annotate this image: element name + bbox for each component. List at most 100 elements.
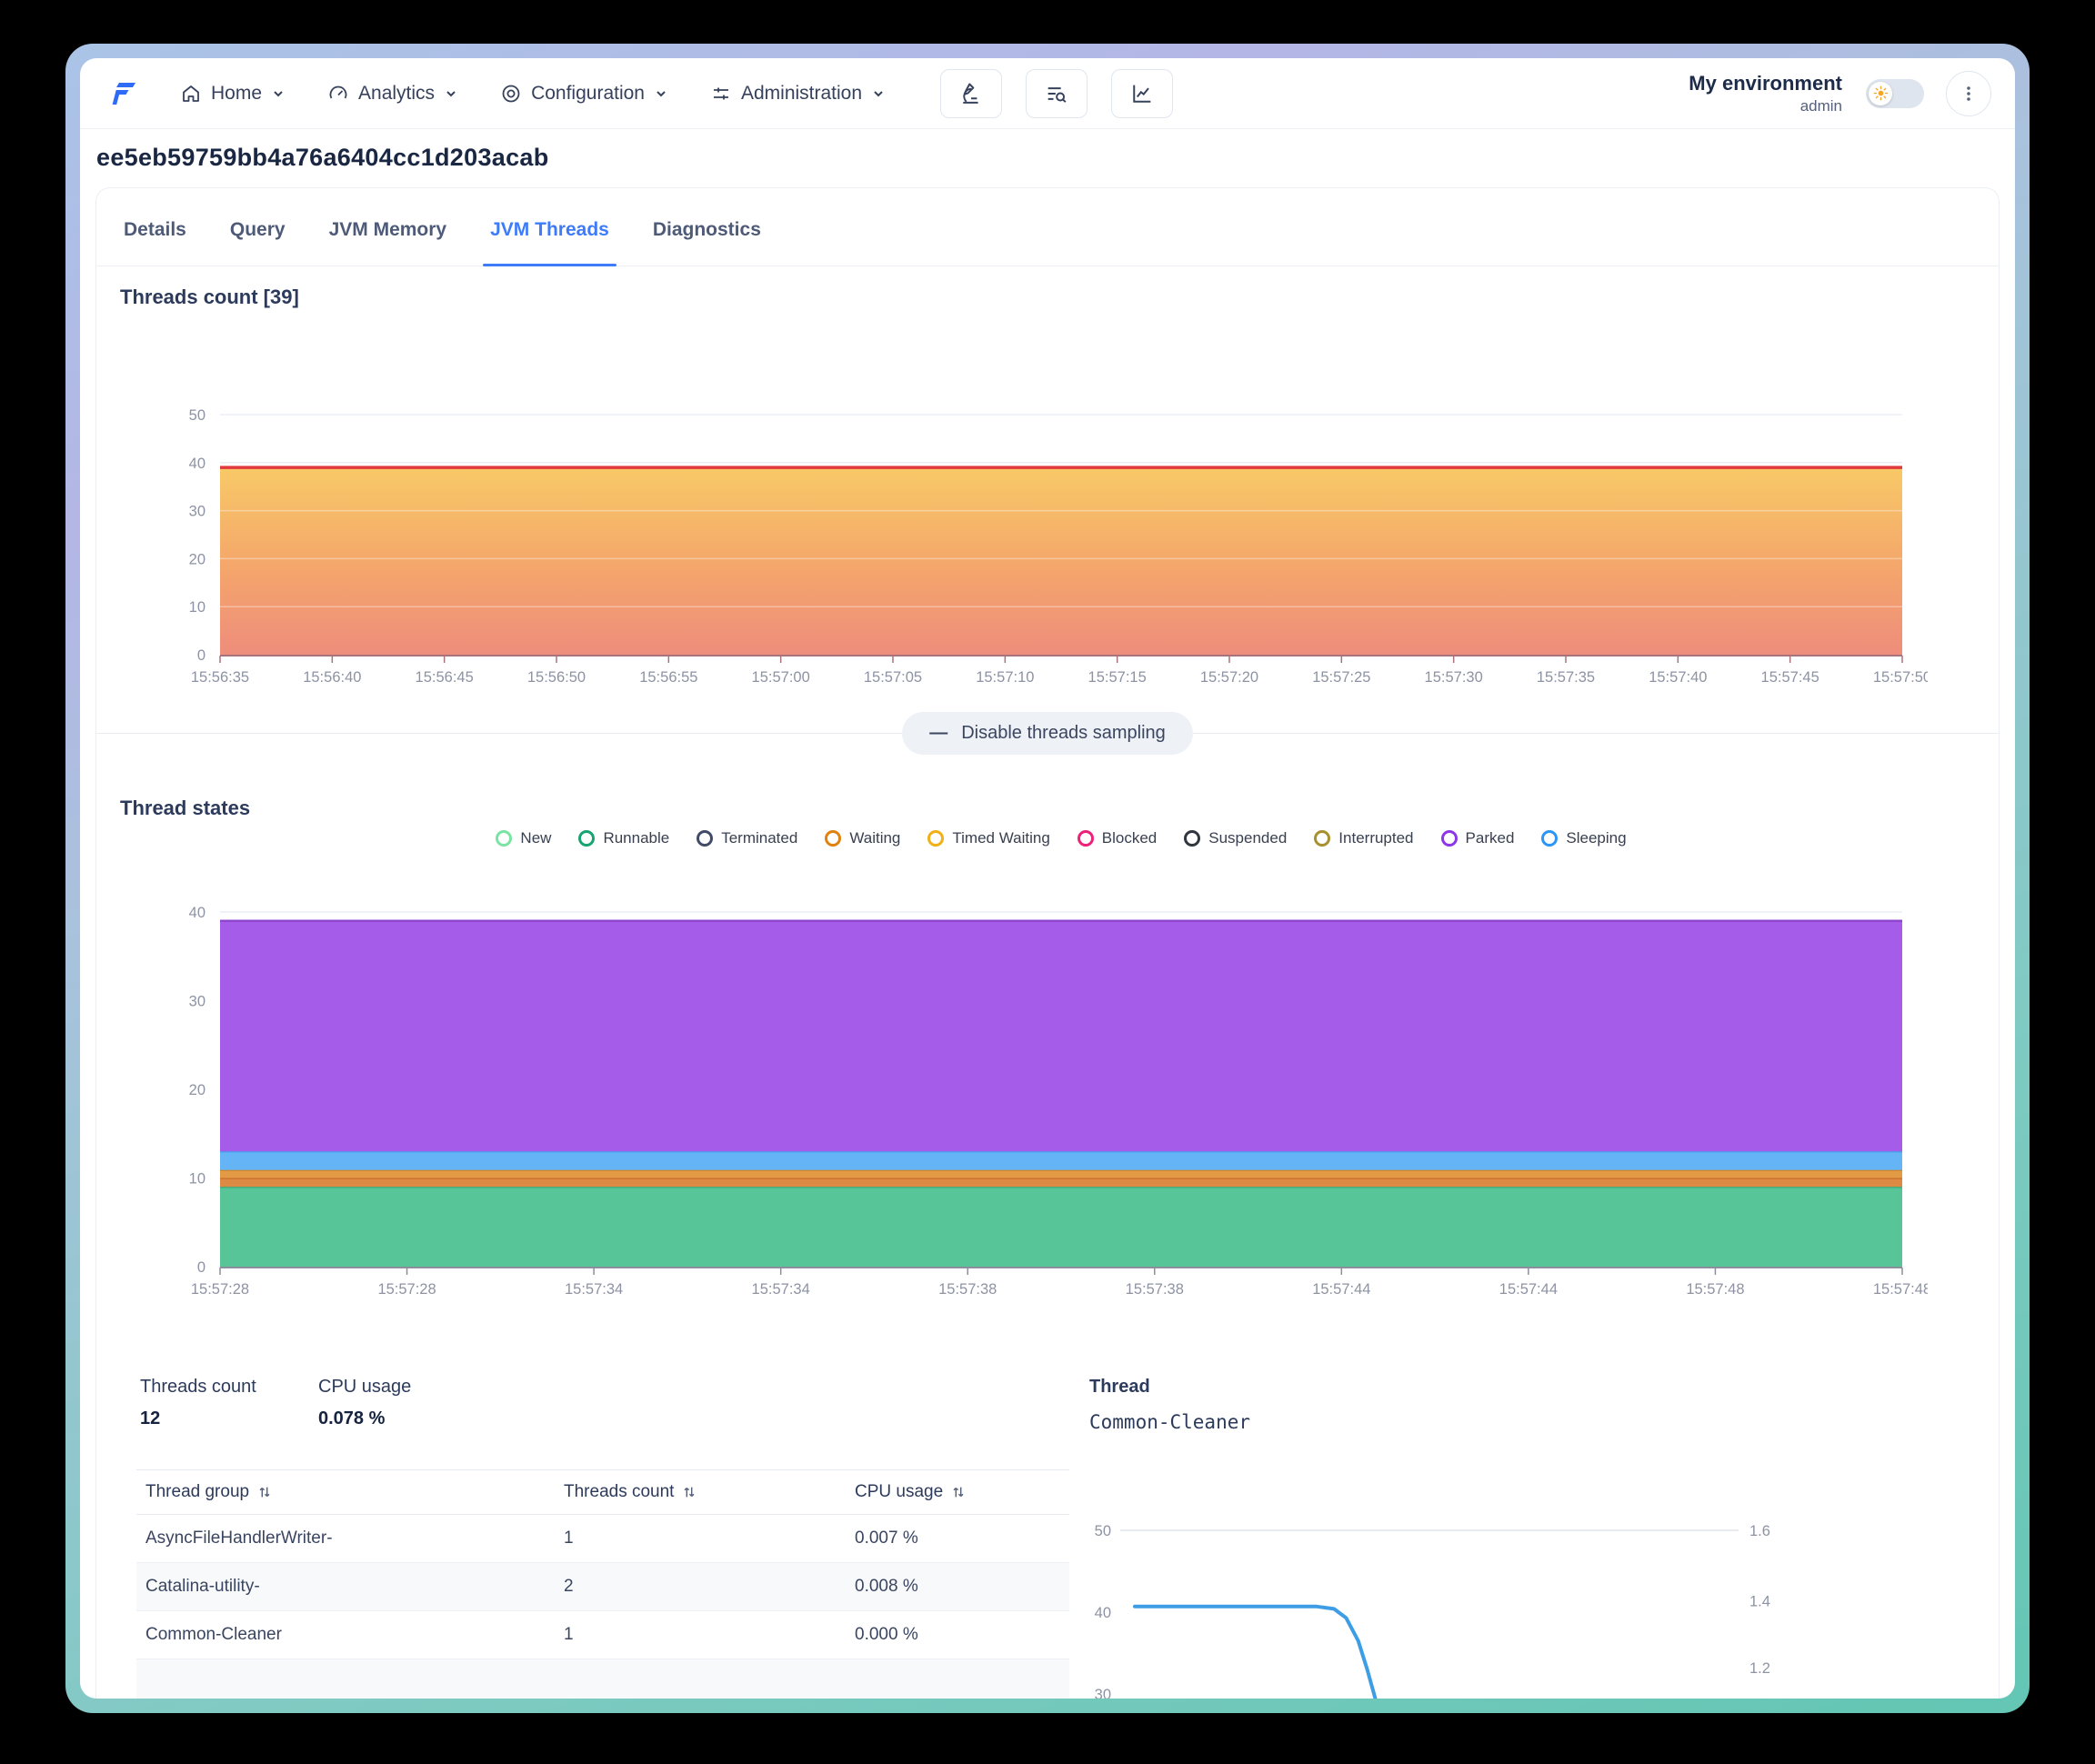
svg-text:1.4: 1.4 <box>1749 1593 1770 1609</box>
svg-text:15:57:10: 15:57:10 <box>976 669 1034 686</box>
thread-states-chart[interactable]: 0 10 20 30 40 15:57:28 15:57:28 15:57:34 15:57:3… <box>118 877 1928 1312</box>
overflow-menu-button[interactable] <box>1946 70 1991 116</box>
svg-text:40: 40 <box>189 905 205 921</box>
col-cpu-usage[interactable]: CPU usage <box>846 1469 1069 1515</box>
legend-ring <box>496 830 513 847</box>
legend-item-interrupted[interactable]: Interrupted <box>1314 829 1414 847</box>
nav-item-analytics[interactable]: Analytics <box>327 83 458 105</box>
legend-label: Waiting <box>849 829 901 847</box>
home-icon <box>183 85 199 102</box>
cell-empty <box>555 1659 846 1699</box>
environment-user: admin <box>1799 96 1842 115</box>
col-label: CPU usage <box>855 1482 944 1501</box>
legend-item-suspended[interactable]: Suspended <box>1184 829 1287 847</box>
gauge-icon <box>329 85 347 98</box>
svg-text:15:57:44: 15:57:44 <box>1312 1281 1370 1298</box>
col-thread-group[interactable]: Thread group <box>136 1469 555 1515</box>
cell-thread-group: AsyncFileHandlerWriter- <box>136 1514 555 1563</box>
tab-jvm-threads[interactable]: JVM Threads <box>483 219 616 266</box>
cell-cpu-usage: 0.007 % <box>846 1514 1069 1563</box>
svg-text:15:57:20: 15:57:20 <box>1200 669 1258 686</box>
nav-item-label: Home <box>211 82 263 104</box>
legend-item-blocked[interactable]: Blocked <box>1077 829 1157 847</box>
summary-cpu-usage-value: 0.078 % <box>318 1408 386 1428</box>
svg-text:30: 30 <box>189 504 205 520</box>
cell-empty <box>846 1659 1069 1699</box>
legend-item-new[interactable]: New <box>496 829 551 847</box>
profiler-button[interactable] <box>940 68 1003 118</box>
log-search-icon <box>1048 86 1067 103</box>
nav-item-home[interactable]: Home <box>180 83 286 105</box>
sort-icon[interactable] <box>681 1484 697 1500</box>
summary-threads-count-label: Threads count <box>140 1377 256 1397</box>
svg-text:15:57:28: 15:57:28 <box>191 1281 249 1298</box>
thread-states-legend: New Runnable Terminated Waiting Timed Waitin… <box>220 829 1902 847</box>
sort-icon[interactable] <box>256 1484 273 1500</box>
legend-item-terminated[interactable]: Terminated <box>697 829 797 847</box>
legend-item-waiting[interactable]: Waiting <box>825 829 900 847</box>
legend-item-sleeping[interactable]: Sleeping <box>1541 829 1627 847</box>
microscope-icon <box>963 83 978 104</box>
threads-count-chart[interactable]: 0 10 20 30 40 50 15:56:35 15:56:40 15:56:45 15:56… <box>118 382 1928 691</box>
legend-label: Sleeping <box>1566 829 1627 847</box>
environment-name: My environment <box>1689 71 1842 95</box>
legend-item-parked[interactable]: Parked <box>1440 829 1514 847</box>
thread-states-title: Thread states <box>120 797 251 819</box>
nav-toolbar <box>940 68 1174 118</box>
svg-text:30: 30 <box>1095 1687 1111 1699</box>
svg-text:20: 20 <box>189 1082 205 1098</box>
legend-label: Timed Waiting <box>952 829 1050 847</box>
table-row[interactable]: Catalina-utility- 2 0.008 % <box>136 1562 1069 1611</box>
cell-thread-group: Catalina-utility- <box>136 1562 555 1611</box>
fusionreactor-logo[interactable] <box>107 77 140 110</box>
top-nav: Home Analytics Configuration <box>80 58 2015 129</box>
tab-details[interactable]: Details <box>124 219 186 240</box>
svg-text:40: 40 <box>1095 1605 1111 1621</box>
table-row-partial <box>136 1659 1069 1699</box>
legend-ring <box>1314 830 1331 847</box>
nav-item-label: Administration <box>740 82 863 104</box>
svg-text:15:57:44: 15:57:44 <box>1499 1281 1558 1298</box>
nav-item-configuration[interactable]: Configuration <box>500 83 668 105</box>
table-row[interactable]: AsyncFileHandlerWriter- 1 0.007 % <box>136 1514 1069 1563</box>
tab-jvm-memory[interactable]: JVM Memory <box>328 219 447 240</box>
line-chart-icon <box>1133 85 1151 103</box>
col-threads-count[interactable]: Threads count <box>555 1469 846 1515</box>
theme-toggle[interactable] <box>1866 78 1924 108</box>
table-header-row: Thread group Threads count CPU usage <box>136 1469 1069 1515</box>
cell-threads-count: 2 <box>555 1562 846 1611</box>
tab-diagnostics[interactable]: Diagnostics <box>652 219 761 240</box>
nav-item-administration[interactable]: Administration <box>710 83 886 105</box>
svg-text:40: 40 <box>189 456 205 472</box>
table-row[interactable]: Common-Cleaner 1 0.000 % <box>136 1610 1069 1659</box>
content-card: Details Query JVM Memory JVM Threads Dia… <box>95 187 2000 1699</box>
summary-cpu-usage-label: CPU usage <box>318 1377 412 1397</box>
cell-empty <box>136 1659 555 1699</box>
environment-info[interactable]: My environment admin <box>1689 72 1842 115</box>
legend-ring <box>825 830 842 847</box>
chevron-down-icon <box>274 90 283 96</box>
thread-detail-chart[interactable]: 50 40 30 1.6 1.4 1.2 <box>1080 1477 1880 1699</box>
target-icon <box>502 85 520 102</box>
svg-text:15:57:00: 15:57:00 <box>752 669 810 686</box>
legend-item-timed-waiting[interactable]: Timed Waiting <box>927 829 1050 847</box>
cell-threads-count: 1 <box>555 1610 846 1659</box>
col-label: Thread group <box>145 1482 250 1501</box>
app-window: Home Analytics Configuration <box>65 44 2030 1713</box>
svg-text:20: 20 <box>189 551 205 567</box>
disable-threads-sampling-label: Disable threads sampling <box>961 722 1166 743</box>
nav-item-label: Analytics <box>358 82 436 104</box>
svg-text:15:57:05: 15:57:05 <box>864 669 922 686</box>
svg-text:30: 30 <box>189 994 205 1010</box>
page-title: ee5eb59759bb4a76a6404cc1d203acab <box>96 144 549 171</box>
sort-icon[interactable] <box>950 1484 967 1500</box>
tab-query[interactable]: Query <box>229 219 286 240</box>
metrics-button[interactable] <box>1111 68 1174 118</box>
svg-text:15:57:25: 15:57:25 <box>1312 669 1370 686</box>
log-search-button[interactable] <box>1026 68 1088 118</box>
sliders-icon <box>713 87 728 99</box>
legend-item-runnable[interactable]: Runnable <box>578 829 669 847</box>
chevron-down-icon <box>446 90 456 96</box>
svg-text:15:57:34: 15:57:34 <box>565 1281 623 1298</box>
disable-threads-sampling-button[interactable]: — Disable threads sampling <box>902 711 1193 755</box>
